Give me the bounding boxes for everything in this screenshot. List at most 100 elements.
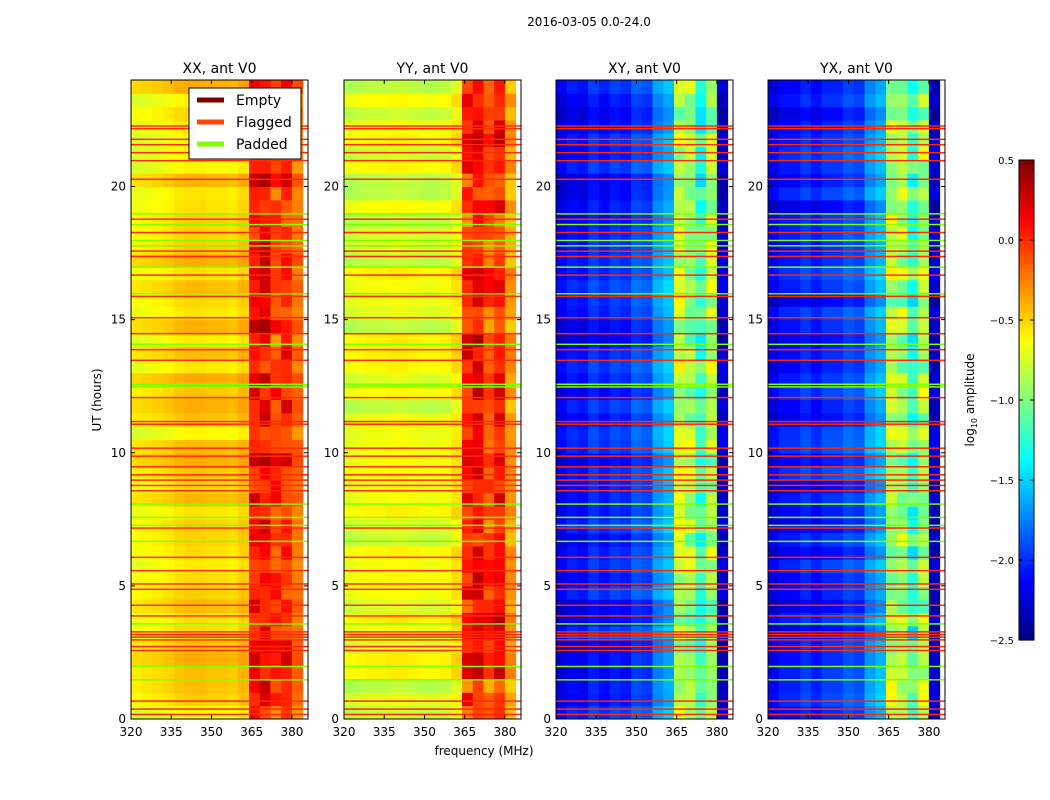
heatmap-cell bbox=[843, 532, 855, 547]
heatmap-cell bbox=[566, 679, 578, 693]
heatmap-cell bbox=[800, 572, 812, 587]
heatmap-cell bbox=[663, 359, 675, 374]
heatmap-cell bbox=[674, 279, 686, 294]
heatmap-cell bbox=[918, 146, 930, 161]
heatmap-cell bbox=[598, 173, 611, 187]
heatmap-cell bbox=[472, 439, 484, 454]
heatmap-cell bbox=[800, 599, 812, 613]
heatmap-cell bbox=[631, 386, 643, 400]
heatmap-cell bbox=[907, 492, 919, 507]
heatmap-cell bbox=[397, 106, 409, 121]
panel-title: XY, ant V0 bbox=[608, 61, 681, 77]
heatmap-cell bbox=[216, 372, 229, 387]
heatmap-cell bbox=[789, 386, 801, 400]
flagged-row bbox=[768, 633, 945, 636]
heatmap-cell bbox=[907, 386, 919, 400]
heatmap-cell bbox=[195, 705, 207, 720]
heatmap-cell bbox=[620, 545, 632, 560]
heatmap-cell bbox=[800, 106, 812, 121]
heatmap-cell bbox=[376, 559, 388, 574]
heatmap-cell bbox=[875, 399, 887, 414]
heatmap-cell bbox=[778, 226, 790, 241]
heatmap-cell bbox=[429, 559, 442, 574]
heatmap-cell bbox=[483, 452, 495, 467]
heatmap-cell bbox=[173, 585, 186, 600]
heatmap-cell bbox=[494, 599, 506, 613]
padded-row bbox=[556, 223, 733, 226]
heatmap-cell bbox=[853, 479, 866, 494]
flagged-row bbox=[556, 218, 733, 220]
heatmap-cell bbox=[131, 479, 143, 494]
heatmap-cell bbox=[778, 119, 790, 134]
colorbar-segment bbox=[1019, 460, 1034, 465]
heatmap-cell bbox=[832, 119, 844, 134]
heatmap-cell bbox=[365, 466, 377, 480]
heatmap-cell bbox=[695, 399, 707, 414]
heatmap-cell bbox=[483, 199, 495, 214]
heatmap-cell bbox=[451, 545, 463, 560]
heatmap-cell bbox=[663, 665, 675, 680]
heatmap-cell bbox=[440, 466, 452, 480]
heatmap-cell bbox=[494, 293, 506, 307]
heatmap-cell bbox=[853, 679, 866, 693]
padded-row bbox=[131, 213, 308, 215]
heatmap-cell bbox=[270, 612, 282, 627]
heatmap-cell bbox=[918, 133, 930, 148]
heatmap-cell bbox=[397, 266, 409, 281]
heatmap-cell bbox=[907, 106, 919, 121]
heatmap-cell bbox=[451, 319, 463, 334]
heatmap-cell bbox=[344, 359, 356, 374]
heatmap-cell bbox=[429, 372, 442, 387]
heatmap-cell bbox=[609, 293, 621, 307]
heatmap-cell bbox=[429, 332, 442, 347]
heatmap-cell bbox=[609, 585, 621, 600]
heatmap-cell bbox=[853, 585, 866, 600]
heatmap-cell bbox=[440, 372, 452, 387]
heatmap-cell bbox=[843, 652, 855, 667]
heatmap-cell bbox=[716, 426, 729, 440]
colorbar-segment bbox=[1019, 388, 1034, 393]
heatmap-cell bbox=[832, 239, 844, 254]
flagged-row bbox=[131, 631, 308, 633]
heatmap-cell bbox=[800, 199, 812, 214]
colorbar-segment bbox=[1019, 336, 1034, 341]
heatmap-cell bbox=[928, 439, 941, 454]
heatmap-cell bbox=[419, 359, 431, 374]
heatmap-cell bbox=[695, 692, 707, 707]
heatmap-cell bbox=[706, 665, 718, 680]
heatmap-cell bbox=[419, 452, 431, 467]
heatmap-cell bbox=[641, 213, 654, 227]
heatmap-cell bbox=[184, 186, 196, 201]
heatmap-cell bbox=[810, 399, 823, 414]
heatmap-cell bbox=[556, 665, 568, 680]
heatmap-cell bbox=[864, 625, 876, 640]
heatmap-cell bbox=[386, 306, 399, 321]
colorbar-segment bbox=[1019, 408, 1034, 413]
heatmap-cell bbox=[631, 519, 643, 534]
heatmap-cell bbox=[768, 159, 780, 174]
heatmap-cell bbox=[249, 599, 261, 613]
heatmap-cell bbox=[344, 399, 356, 414]
y-tick-label: 5 bbox=[118, 579, 126, 593]
heatmap-cell bbox=[238, 332, 250, 347]
heatmap-cell bbox=[419, 466, 431, 480]
heatmap-cell bbox=[588, 106, 600, 121]
heatmap-cell bbox=[588, 346, 600, 361]
heatmap-cell bbox=[789, 159, 801, 174]
heatmap-cell bbox=[684, 665, 696, 680]
heatmap-cell bbox=[249, 492, 261, 507]
heatmap-cell bbox=[821, 692, 833, 707]
heatmap-cell bbox=[641, 612, 654, 627]
heatmap-cell bbox=[864, 426, 876, 440]
heatmap-cell bbox=[577, 253, 589, 267]
heatmap-cell bbox=[556, 319, 568, 334]
heatmap-cell bbox=[270, 439, 282, 454]
heatmap-cell bbox=[494, 359, 506, 374]
heatmap-cell bbox=[397, 692, 409, 707]
flagged-row bbox=[131, 484, 308, 487]
heatmap-cell bbox=[227, 213, 239, 227]
heatmap-cell bbox=[354, 679, 366, 693]
heatmap-cell bbox=[609, 572, 621, 587]
heatmap-cell bbox=[652, 293, 664, 307]
heatmap-cell bbox=[376, 306, 388, 321]
